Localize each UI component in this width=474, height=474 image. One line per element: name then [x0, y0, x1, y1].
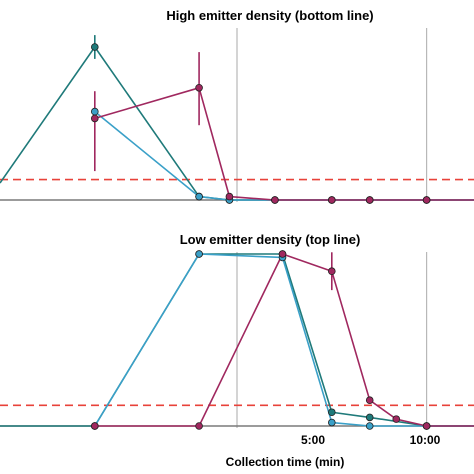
- data-point: [392, 415, 401, 423]
- data-point: [327, 408, 336, 417]
- series-line: [94, 253, 474, 427]
- data-point: [365, 396, 374, 405]
- data-point: [327, 196, 336, 204]
- x-tick-label-5: 5:00: [301, 433, 325, 447]
- data-point: [195, 422, 203, 430]
- data-point: [91, 114, 99, 123]
- data-point: [365, 196, 374, 204]
- x-tick-label-10: 10:00: [410, 433, 441, 447]
- data-point: [91, 422, 99, 430]
- data-point: [365, 413, 374, 422]
- data-point: [422, 422, 431, 430]
- panel-low-density: [0, 250, 474, 430]
- data-point: [365, 422, 374, 430]
- panel-1-title: High emitter density (bottom line): [166, 8, 373, 23]
- data-point: [91, 107, 99, 116]
- data-point: [278, 250, 287, 258]
- data-point: [195, 192, 203, 201]
- data-point: [327, 267, 336, 276]
- data-point: [195, 84, 203, 92]
- x-axis-label: Collection time (min): [226, 455, 345, 469]
- data-point: [327, 418, 336, 427]
- series-line: [94, 253, 474, 427]
- series-line: [94, 110, 474, 201]
- panel-high-density: [0, 28, 474, 204]
- data-point: [91, 43, 99, 51]
- data-point: [271, 196, 279, 204]
- series-line: [94, 87, 474, 201]
- data-point: [195, 250, 203, 258]
- panel-2-title: Low emitter density (top line): [180, 232, 361, 247]
- data-point: [422, 196, 431, 204]
- data-point: [225, 192, 234, 201]
